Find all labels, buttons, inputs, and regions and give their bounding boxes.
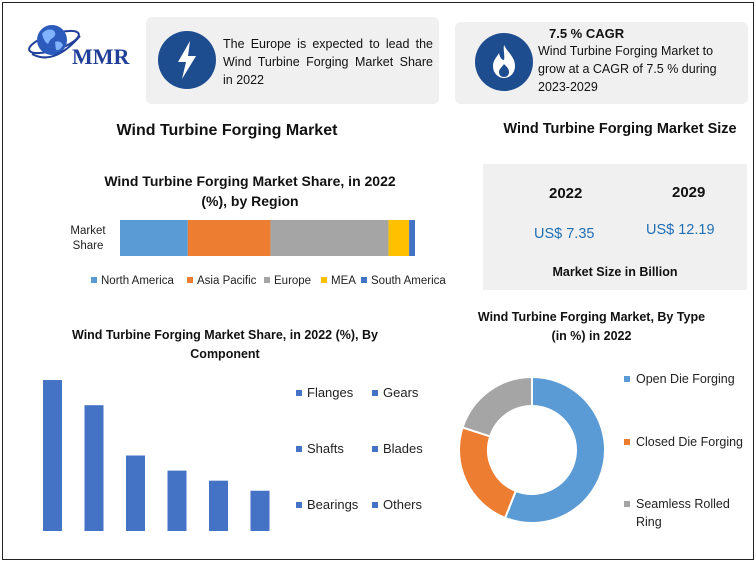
flame-icon xyxy=(493,45,515,78)
legend-label: Gears xyxy=(383,385,419,400)
region-segment-south-america xyxy=(409,220,415,256)
legend-label: MEA xyxy=(331,275,356,287)
cagr-text: Wind Turbine Forging Market to grow at a… xyxy=(538,44,717,94)
component-share-chart xyxy=(43,380,270,531)
year-2022: 2022 xyxy=(549,185,583,202)
legend-swatch xyxy=(372,389,378,396)
logo-text: MMR xyxy=(72,44,130,69)
value-2029: US$ 12.19 xyxy=(646,222,715,238)
legend-swatch xyxy=(91,277,97,283)
region-segment-asia-pacific xyxy=(187,220,271,256)
legend-swatch xyxy=(321,277,327,283)
legend-label: Asia Pacific xyxy=(197,275,257,287)
main-title: Wind Turbine Forging Market xyxy=(116,122,338,139)
callout-icon-badge xyxy=(475,33,533,91)
mmr-logo: MMR xyxy=(26,18,144,70)
bar-gears xyxy=(84,405,104,531)
donut-slice-seamless-rolled-ring xyxy=(461,375,533,438)
europe-lead-callout: The Europe is expected to lead the Wind … xyxy=(146,17,439,104)
legend-swatch xyxy=(296,501,302,508)
europe-lead-text: The Europe is expected to lead the Wind … xyxy=(223,37,433,87)
type-legend-item: Open Die Forging xyxy=(624,370,754,410)
legend-swatch xyxy=(624,501,630,507)
component-legend-item: Bearings xyxy=(296,497,358,512)
legend-swatch xyxy=(264,277,270,283)
legend-swatch xyxy=(624,439,630,445)
legend-swatch xyxy=(187,277,193,283)
donut-slice-closed-die-forging xyxy=(458,426,518,520)
bar-bearings xyxy=(209,480,228,531)
value-2022: US$ 7.35 xyxy=(534,226,595,242)
legend-swatch xyxy=(372,501,378,508)
legend-swatch xyxy=(372,445,378,452)
component-legend-item: Shafts xyxy=(296,441,344,456)
legend-label: North America xyxy=(101,275,174,287)
legend-label: Shafts xyxy=(307,441,344,456)
legend-swatch xyxy=(296,445,302,452)
region-segment-north-america xyxy=(120,220,188,256)
component-legend-item: Gears xyxy=(372,385,418,400)
bar-blades xyxy=(167,470,187,531)
globe-icon xyxy=(28,25,81,59)
donut-slice-open-die-forging xyxy=(503,375,606,524)
type-donut-chart xyxy=(458,375,606,524)
type-legend-item: Closed Die Forging xyxy=(624,433,754,473)
region-segment-mea xyxy=(388,220,410,256)
legend-swatch xyxy=(296,389,302,396)
bar-others xyxy=(250,490,270,531)
year-2029: 2029 xyxy=(672,184,706,201)
cagr-title: 7.5 % CAGR xyxy=(549,26,625,41)
market-size-panel: 2022 2029 US$ 7.35 US$ 12.19 Market Size… xyxy=(483,164,747,290)
market-size-footer: Market Size in Billion xyxy=(552,265,678,279)
cagr-callout: 7.5 % CAGR Wind Turbine Forging Market t… xyxy=(455,22,748,104)
component-legend-item: Blades xyxy=(372,441,423,456)
legend-label: Open Die Forging xyxy=(636,372,735,386)
legend-label: South America xyxy=(371,275,446,287)
callout-icon-badge xyxy=(158,31,216,89)
lightning-icon xyxy=(178,41,196,79)
component-legend-item: Others xyxy=(372,497,422,512)
market-size-title: Wind Turbine Forging Market Size xyxy=(503,121,737,137)
legend-label: Europe xyxy=(274,275,311,287)
component-chart-title: Wind Turbine Forging Market Share, in 20… xyxy=(72,328,378,361)
legend-swatch xyxy=(361,277,367,283)
legend-swatch xyxy=(624,376,630,382)
legend-label: Flanges xyxy=(307,385,354,400)
component-legend-item: Flanges xyxy=(296,385,353,400)
region-chart-title: Wind Turbine Forging Market Share, in 20… xyxy=(104,173,396,209)
region-category-label: Market Share xyxy=(70,225,106,252)
type-legend-item: Seamless Rolled Ring xyxy=(624,495,754,535)
type-chart-title: Wind Turbine Forging Market, By Type (in… xyxy=(477,310,706,343)
legend-label: Seamless Rolled Ring xyxy=(636,497,730,529)
bar-shafts xyxy=(126,455,145,531)
legend-label: Others xyxy=(383,497,423,512)
region-segment-europe xyxy=(270,220,389,256)
legend-label: Closed Die Forging xyxy=(636,435,743,449)
region-share-chart: Market Share North America Asia Pacific Euro… xyxy=(70,220,446,287)
bar-flanges xyxy=(43,380,62,531)
legend-label: Blades xyxy=(383,441,423,456)
legend-label: Bearings xyxy=(307,497,359,512)
